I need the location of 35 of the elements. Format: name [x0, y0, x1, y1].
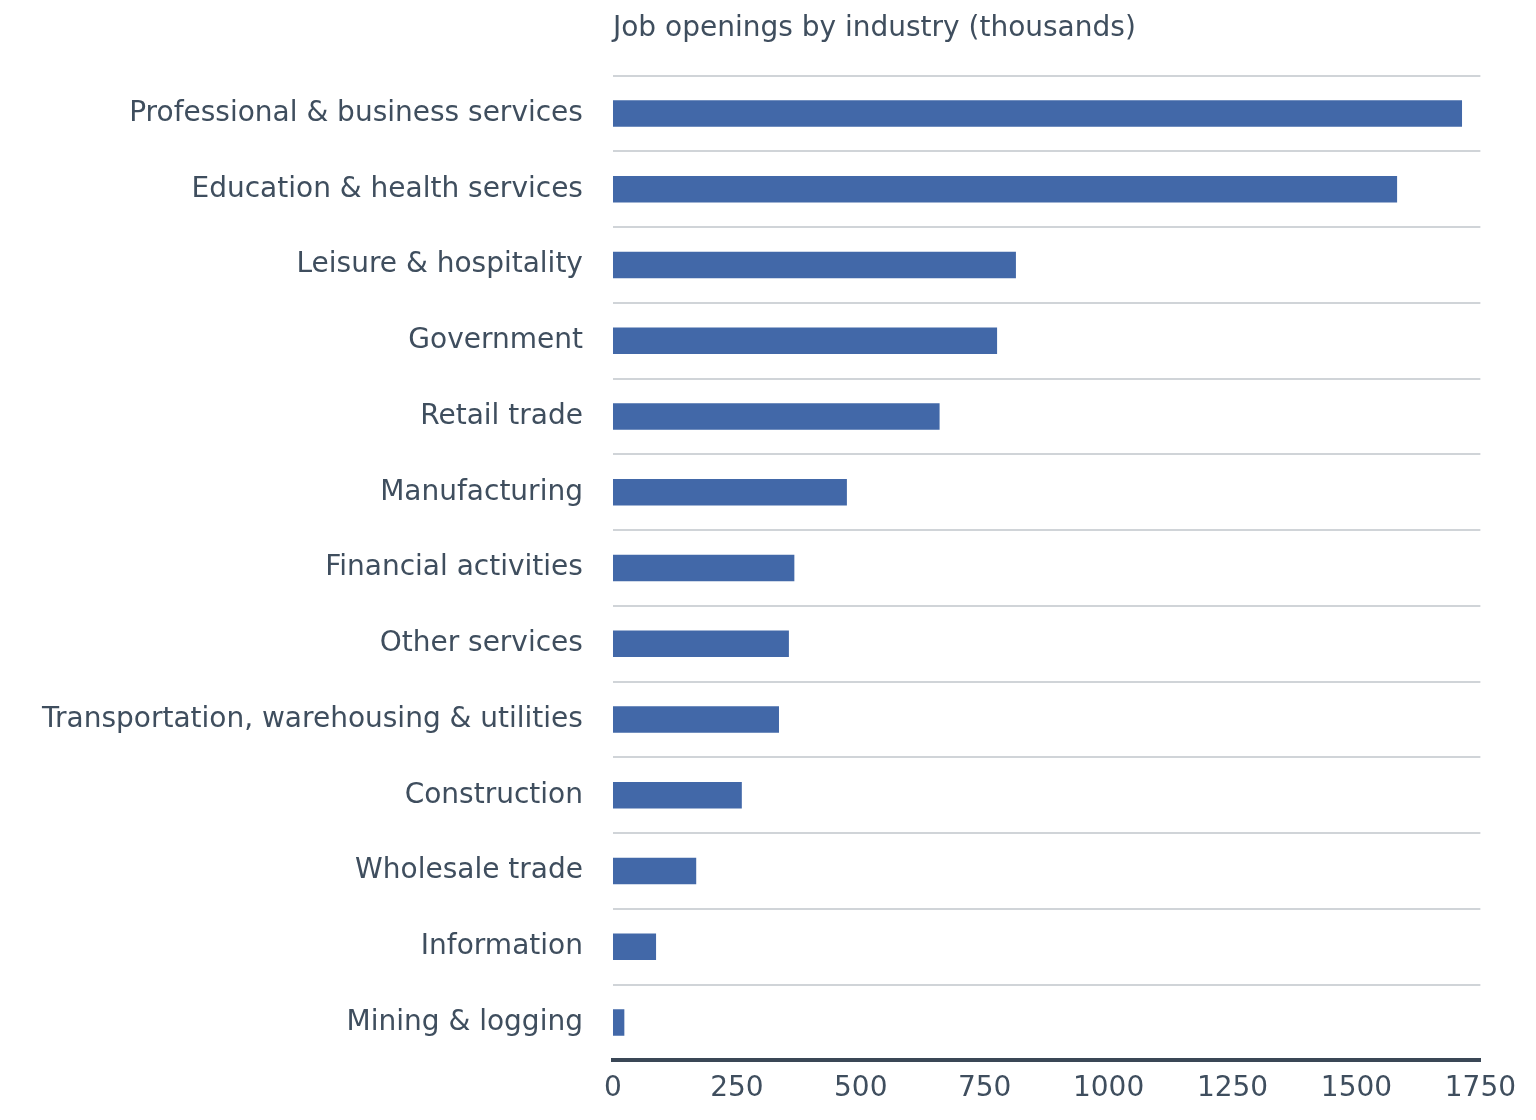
y-tick-label: Wholesale trade [355, 852, 583, 886]
y-tick-label: Information [420, 928, 583, 962]
bar [612, 554, 795, 582]
bar [612, 478, 847, 506]
y-tick-label: Other services [379, 625, 583, 659]
y-tick-label: Construction [404, 776, 583, 810]
y-tick-label: Manufacturing [380, 473, 583, 507]
y-tick-label: Transportation, warehousing & utilities [40, 700, 583, 734]
y-tick-label: Education & health services [191, 170, 583, 204]
bar [612, 1009, 625, 1036]
x-tick-label: 1000 [1072, 1070, 1145, 1104]
chart-title: Job openings by industry (thousands) [610, 10, 1136, 44]
x-tick-label: 0 [604, 1070, 622, 1104]
x-tick-label: 500 [834, 1070, 888, 1104]
bar [612, 933, 657, 961]
x-tick-label: 1500 [1320, 1070, 1393, 1104]
y-tick-label: Government [408, 322, 583, 356]
bar [612, 175, 1398, 203]
y-tick-label: Professional & business services [129, 94, 583, 128]
bar [612, 857, 697, 885]
x-tick-label: 750 [957, 1070, 1012, 1104]
x-tick-label: 250 [710, 1070, 764, 1104]
x-tick-label: 1250 [1196, 1070, 1269, 1104]
x-tick-label: 1750 [1444, 1070, 1516, 1104]
bar [612, 327, 998, 354]
bar [612, 403, 940, 430]
bar [612, 706, 779, 733]
bar [612, 100, 1463, 127]
y-tick-label: Financial activities [325, 549, 583, 583]
y-tick-label: Mining & logging [346, 1003, 583, 1037]
y-tick-label: Retail trade [420, 397, 583, 431]
bar [612, 251, 1016, 279]
bar [612, 782, 742, 809]
y-tick-label: Leisure & hospitality [296, 246, 583, 280]
bar [612, 630, 789, 658]
